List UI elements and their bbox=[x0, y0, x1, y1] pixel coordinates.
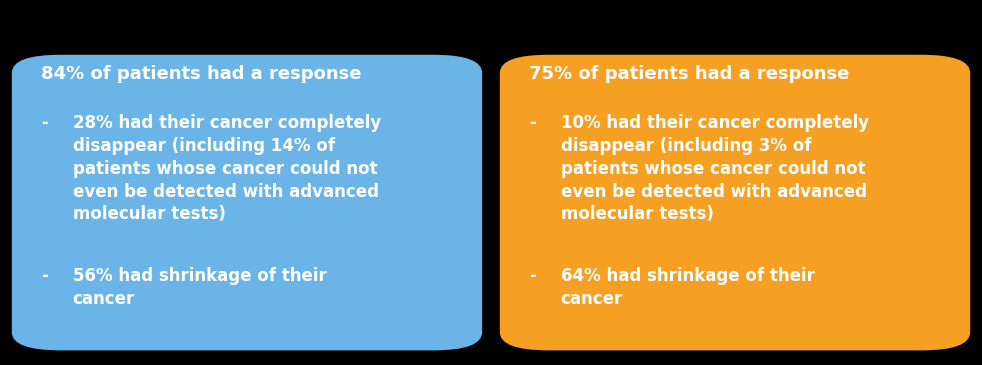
Text: 10% had their cancer completely
disappear (including 3% of
patients whose cancer: 10% had their cancer completely disappea… bbox=[561, 114, 869, 223]
FancyBboxPatch shape bbox=[12, 55, 482, 350]
Text: 75% of patients had a response: 75% of patients had a response bbox=[529, 65, 849, 82]
Text: 84% of patients had a response: 84% of patients had a response bbox=[41, 65, 361, 82]
Text: 28% had their cancer completely
disappear (including 14% of
patients whose cance: 28% had their cancer completely disappea… bbox=[73, 114, 381, 223]
Text: -: - bbox=[529, 267, 536, 285]
Text: -: - bbox=[41, 267, 48, 285]
Text: -: - bbox=[529, 114, 536, 132]
Text: 64% had shrinkage of their
cancer: 64% had shrinkage of their cancer bbox=[561, 267, 815, 308]
FancyBboxPatch shape bbox=[500, 55, 970, 350]
Text: -: - bbox=[41, 114, 48, 132]
Text: 56% had shrinkage of their
cancer: 56% had shrinkage of their cancer bbox=[73, 267, 326, 308]
